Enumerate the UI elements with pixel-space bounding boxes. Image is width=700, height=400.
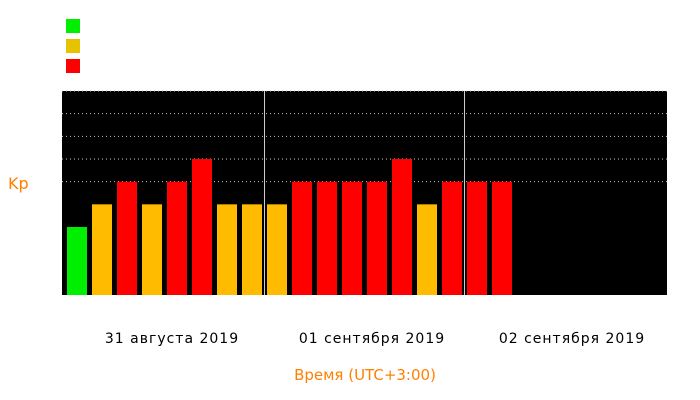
bar [367, 181, 387, 295]
grid-lines [62, 90, 667, 183]
bar [492, 181, 512, 295]
y-axis-label: Kp [8, 174, 29, 193]
bar [342, 181, 362, 295]
day-label-2: 02 сентября 2019 [498, 331, 646, 347]
bar [192, 159, 212, 295]
bar [117, 181, 137, 295]
bar [167, 181, 187, 295]
bar [242, 204, 262, 295]
legend-swatch-red [66, 59, 80, 73]
bar [267, 204, 287, 295]
bar [217, 204, 237, 295]
day-label-0: 31 августа 2019 [104, 331, 240, 347]
legend-swatch-yellow [66, 39, 80, 53]
day-label-1: 01 сентября 2019 [298, 331, 446, 347]
legend [66, 19, 80, 79]
bar [467, 181, 487, 295]
plot-area [62, 91, 667, 295]
bar [292, 181, 312, 295]
day-separators [264, 91, 465, 295]
bar [142, 204, 162, 295]
bar [92, 204, 112, 295]
legend-swatch-green [66, 19, 80, 33]
bar [317, 181, 337, 295]
bar [392, 159, 412, 295]
bar [67, 227, 87, 295]
x-axis-label: Время (UTC+3:00) [294, 366, 436, 384]
bars [67, 159, 512, 295]
bar [417, 204, 437, 295]
bar [442, 181, 462, 295]
